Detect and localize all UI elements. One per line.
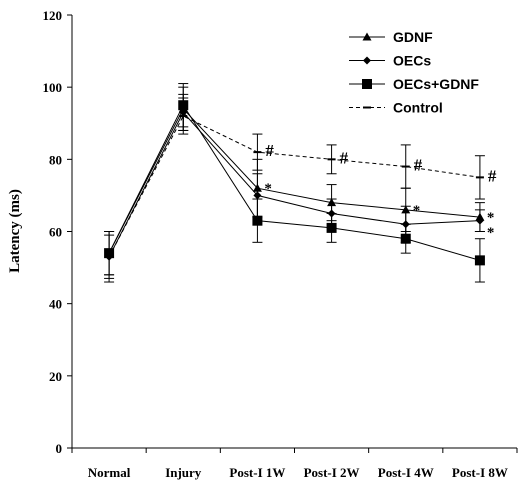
legend-label-control: Control [393,100,443,116]
x-tick-label: Post-I 8W [452,465,508,480]
star-annotation: * [487,225,495,241]
hash-annotation: # [414,156,423,175]
series-oecs [104,93,485,279]
star-annotation: * [487,210,495,226]
data-point-oecs-gdnf [400,233,411,244]
data-point-control [475,176,484,179]
x-tick-label: Post-I 1W [229,465,285,480]
y-axis-title: Latency (ms) [7,189,23,273]
hash-annotation: # [488,166,497,185]
legend-marker-gdnf [362,32,372,41]
y-ticks: 0 20 40 60 80 100 120 [43,8,72,456]
legend-marker-control [363,106,371,109]
x-tick-label: Injury [165,465,202,480]
data-point-control [327,158,336,161]
hash-annotation: # [265,141,274,160]
legend-item-oecs: OECs [349,53,431,69]
x-tick-label: Normal [88,465,131,480]
x-tick-label: Post-I 4W [378,465,434,480]
data-point-control [401,165,410,168]
y-tick-label: 40 [49,297,62,312]
data-point-control [179,115,188,118]
star-annotation: * [264,181,272,197]
star-annotation: * [413,203,421,219]
data-point-oecs-gdnf [474,255,485,266]
legend-label-oecs-gdnf: OECs+GDNF [393,76,479,92]
series-line-control [108,115,480,257]
y-tick-label: 20 [49,369,62,384]
legend-label-oecs: OECs [393,53,431,69]
series-layer [104,83,485,283]
y-tick-label: 80 [49,152,62,167]
legend-marker-oecs-gdnf [362,79,372,89]
data-point-oecs [253,191,262,200]
hash-annotation: # [340,148,349,167]
y-tick-label: 60 [49,225,62,240]
series-control [104,97,485,283]
annotation-layer: # # ##** ** [264,141,497,241]
y-tick-label: 100 [43,80,63,95]
legend-label-gdnf: GDNF [393,29,433,45]
legend-marker-oecs [363,56,371,65]
data-point-control [105,255,114,258]
x-tick-label: Post-I 2W [304,465,360,480]
y-tick-label: 0 [56,441,63,456]
data-point-oecs-gdnf [252,215,263,226]
data-point-control [253,151,262,154]
x-ticks: Normal Injury Post-I 1W Post-I 2W Post-I 4W P… [71,448,518,480]
data-point-oecs-gdnf [326,222,337,233]
legend: GDNF OECs OECs+GDNF Control [349,29,479,116]
series-line-gdnf [108,107,480,254]
series-line-oecs [108,111,480,257]
legend-item-oecs-gdnf: OECs+GDNF [349,76,479,92]
legend-item-gdnf: GDNF [349,29,433,45]
data-point-oecs [475,216,484,225]
legend-item-control: Control [349,100,443,116]
y-tick-label: 120 [43,8,63,23]
series-line-oecs-gdnf [108,104,481,261]
